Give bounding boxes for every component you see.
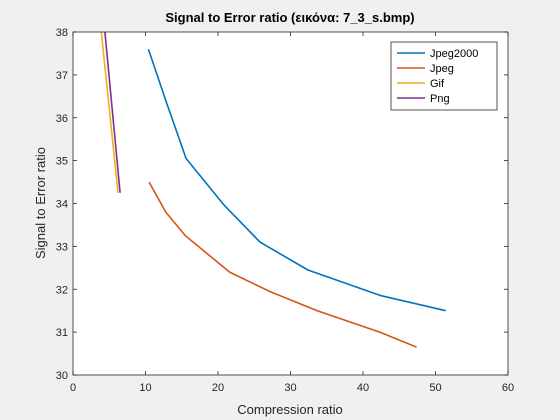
y-tick-label: 36	[56, 113, 68, 125]
x-tick-label: 0	[70, 382, 76, 394]
y-tick-label: 33	[56, 241, 68, 253]
x-tick-label: 60	[502, 382, 514, 394]
series-lines	[100, 31, 446, 348]
plot-frame	[72, 31, 509, 376]
legend-label-jpeg2000: Jpeg2000	[430, 48, 478, 60]
x-tick-label: 30	[284, 382, 296, 394]
series-line-png	[104, 31, 121, 193]
legend-label-png: Png	[430, 93, 450, 105]
y-tick-label: 35	[56, 156, 68, 168]
x-tick-label: 40	[357, 382, 369, 394]
axes: 0 10 20 30 40 50 60 30 31 32 33 34 35 36 37 38	[56, 27, 514, 394]
y-tick-label: 38	[56, 27, 68, 39]
y-tick-label: 32	[56, 284, 68, 296]
legend-label-gif: Gif	[430, 78, 445, 90]
legend: Jpeg2000 Jpeg Gif Png	[390, 41, 498, 111]
x-tick-label: 20	[212, 382, 224, 394]
y-tick-label: 37	[56, 70, 68, 82]
x-axis-label: Compression ratio	[237, 402, 343, 417]
x-tick-label: 10	[139, 382, 151, 394]
y-tick-label: 31	[56, 327, 68, 339]
y-tick-label: 34	[56, 199, 68, 211]
chart-title: Signal to Error ratio (εικόνα: 7_3_s.bmp…	[165, 10, 414, 25]
x-tick-label: 50	[429, 382, 441, 394]
legend-label-jpeg: Jpeg	[430, 63, 454, 75]
y-axis-label: Signal to Error ratio	[33, 147, 48, 259]
series-line-gif	[100, 31, 119, 193]
series-line-jpeg2000	[147, 48, 446, 312]
series-line-jpeg	[148, 181, 417, 348]
y-tick-label: 30	[56, 370, 68, 382]
